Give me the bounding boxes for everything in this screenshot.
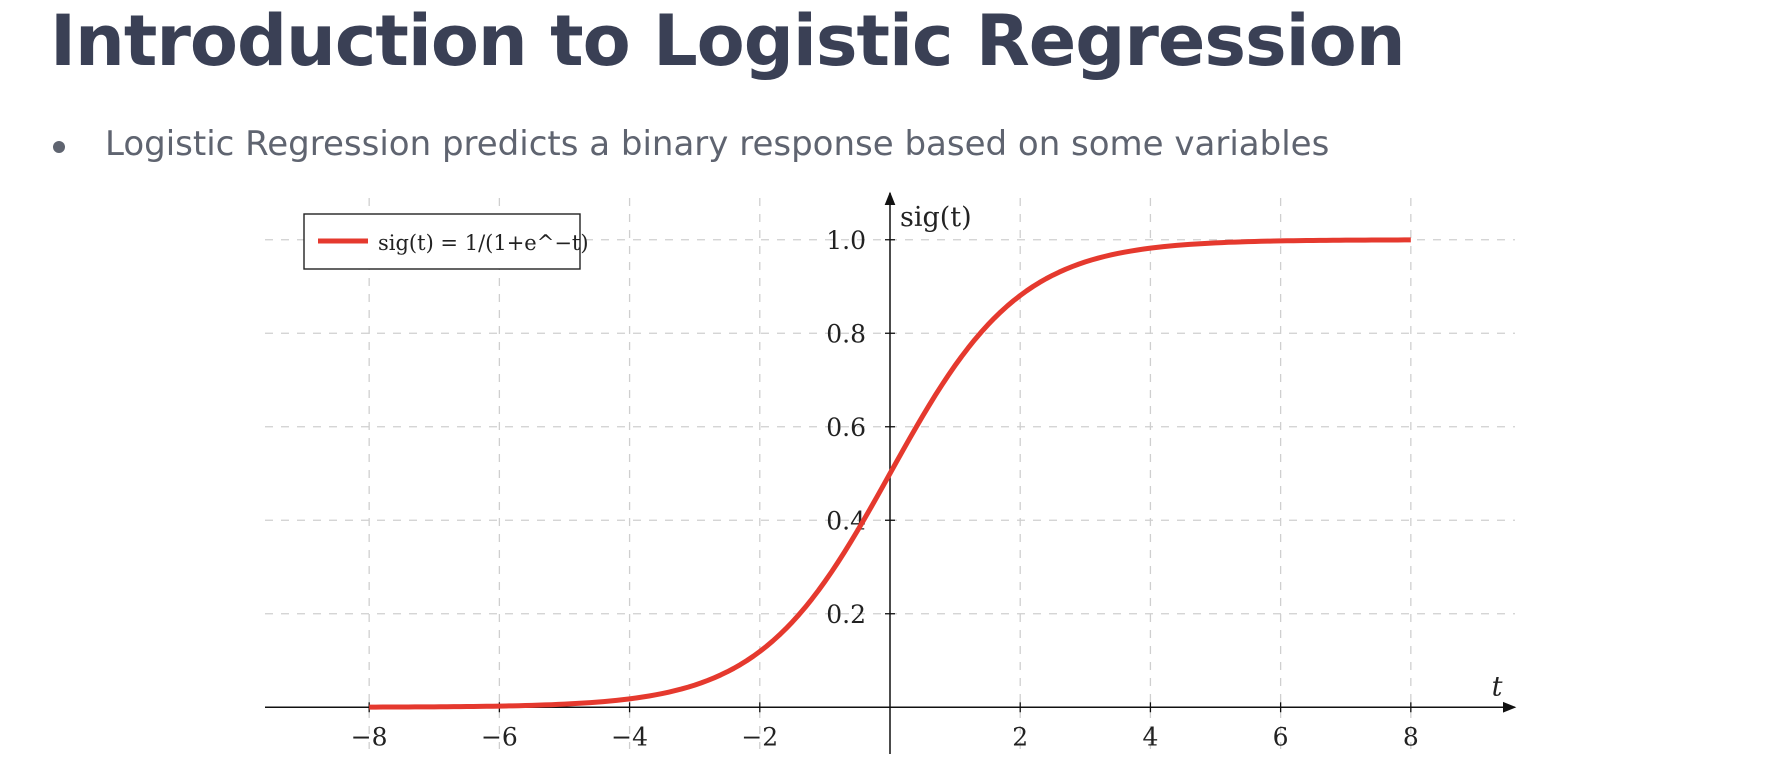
data-point-0-23	[1345, 240, 1346, 241]
data-point-0-21	[1215, 242, 1216, 243]
data-point-0-13	[922, 416, 923, 417]
x-tick-label-5: 4	[1142, 722, 1158, 751]
data-point-0-19	[1117, 253, 1118, 254]
y-tick-label-3: 0.8	[826, 319, 866, 348]
y-tick-label-2: 0.6	[826, 413, 866, 442]
legend-label: sig(t) = 1/(1+e^−t)	[378, 231, 589, 255]
legend: sig(t) = 1/(1+e^−t)	[303, 213, 589, 270]
x-tick-label-3: −2	[741, 722, 778, 751]
bullet-text: Logistic Regression predicts a binary re…	[105, 124, 1330, 164]
data-point-0-8	[759, 651, 760, 652]
y-tick-label-0: 0.2	[826, 600, 866, 629]
x-tick-label-1: −6	[481, 722, 518, 751]
series-line-0	[369, 237, 1411, 710]
data-point-0-22	[1280, 240, 1281, 241]
x-tick-label-7: 8	[1403, 722, 1419, 751]
data-point-0-10	[824, 581, 825, 582]
x-tick-label-4: 2	[1012, 722, 1028, 751]
bullet-list: Logistic Regression predicts a binary re…	[50, 118, 1329, 170]
data-point-0-2	[499, 706, 500, 707]
x-tick-label-2: −4	[611, 722, 648, 751]
bullet-item: Logistic Regression predicts a binary re…	[50, 118, 1329, 170]
data-point-0-5	[662, 693, 663, 694]
x-tick-label-6: 6	[1273, 722, 1289, 751]
data-point-0-4	[629, 698, 630, 699]
data-point-0-11	[857, 530, 858, 531]
series-layer	[369, 237, 1411, 710]
data-point-0-15	[987, 325, 988, 326]
data-point-0-3	[564, 704, 565, 705]
data-point-0-16	[1020, 295, 1021, 296]
bullet-dot-icon	[53, 141, 65, 153]
data-point-0-20	[1150, 248, 1151, 249]
x-axis-label: t	[1492, 671, 1503, 702]
data-point-0-14	[955, 365, 956, 366]
data-point-0-6	[694, 685, 695, 686]
y-tick-label-4: 1.0	[826, 226, 866, 255]
data-point-0-1	[434, 706, 435, 707]
data-point-0-18	[1085, 261, 1086, 262]
slide-title: Introduction to Logistic Regression	[50, 0, 1406, 82]
data-point-0-17	[1052, 275, 1053, 276]
data-point-0-0	[369, 707, 370, 708]
x-tick-label-0: −8	[351, 722, 388, 751]
data-point-0-12	[890, 473, 891, 474]
y-axis-label: sig(t)	[900, 202, 972, 233]
data-point-0-9	[792, 621, 793, 622]
data-point-0-7	[727, 671, 728, 672]
data-point-0-24	[1410, 239, 1411, 240]
